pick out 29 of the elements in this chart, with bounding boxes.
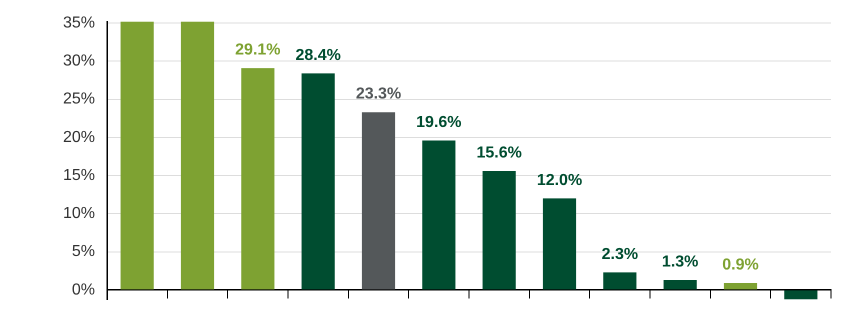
y-tick-label: 0% — [72, 281, 95, 298]
data-label: 2.3% — [602, 246, 638, 263]
data-label: 1.3% — [662, 253, 698, 270]
y-tick-label: 15% — [62, 166, 95, 184]
data-label: 0.9% — [722, 256, 759, 274]
bar — [302, 73, 335, 290]
bar — [724, 283, 758, 290]
bar — [180, 22, 214, 290]
y-tick-label: 25% — [62, 90, 95, 108]
data-label: 19.6% — [416, 114, 462, 131]
y-tick-label: 35% — [62, 14, 95, 32]
data-label: 15.6% — [476, 144, 522, 162]
bar — [603, 272, 636, 290]
bar — [542, 198, 576, 290]
bar — [241, 68, 274, 290]
y-tick-label: 10% — [62, 205, 95, 222]
bar — [482, 170, 516, 290]
y-tick-label: 30% — [62, 52, 95, 70]
bar — [362, 112, 396, 290]
bar — [120, 22, 154, 290]
data-label: 12.0% — [536, 172, 582, 189]
y-tick-label: 20% — [62, 128, 95, 146]
bar — [422, 140, 456, 290]
data-label: 28.4% — [295, 46, 341, 64]
data-label: 23.3% — [356, 86, 402, 103]
bar — [784, 290, 818, 300]
y-tick-label: 5% — [72, 243, 95, 260]
data-label: 29.1% — [235, 41, 281, 58]
bar — [664, 280, 697, 290]
